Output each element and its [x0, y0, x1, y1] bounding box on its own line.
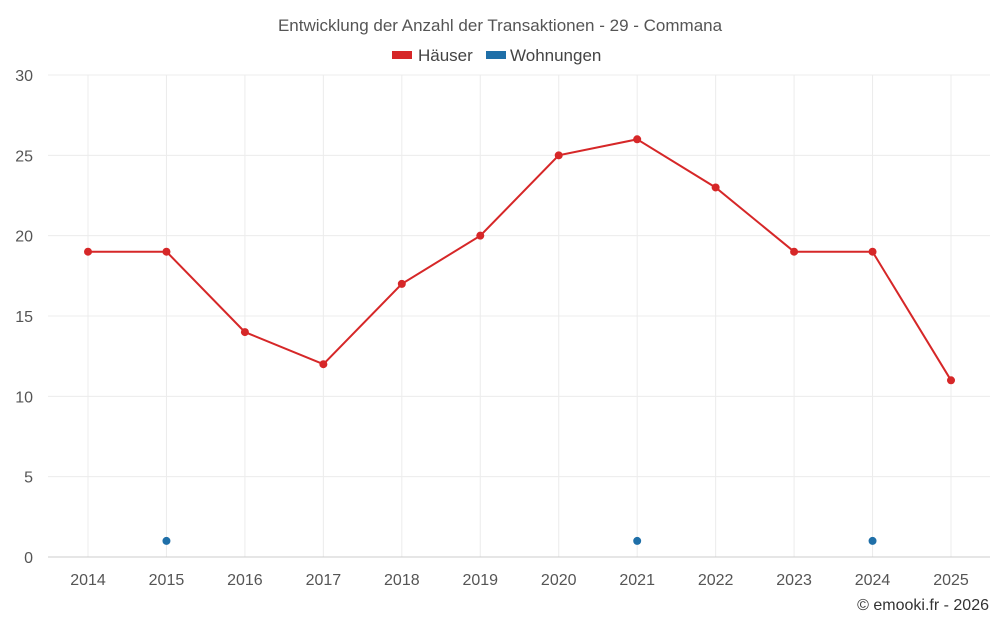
series-line-haeuser [88, 138, 952, 381]
x-tick-label: 2022 [698, 572, 734, 589]
y-tick-label: 25 [15, 148, 33, 165]
data-point-wohnungen[interactable] [868, 536, 877, 545]
data-point-wohnungen[interactable] [162, 536, 171, 545]
x-tick-label: 2018 [384, 572, 420, 589]
legend-label-wohnungen[interactable]: Wohnungen [510, 46, 601, 65]
x-tick-label: 2014 [70, 572, 106, 589]
x-tick-label: 2024 [855, 572, 891, 589]
y-tick-label: 10 [15, 389, 33, 406]
y-tick-label: 0 [24, 550, 33, 567]
x-tick-label: 2020 [541, 572, 577, 589]
data-point-haeuser[interactable] [84, 247, 92, 256]
data-point-haeuser[interactable] [319, 360, 328, 369]
y-tick-label: 15 [15, 309, 33, 326]
data-point-wohnungen[interactable] [633, 536, 642, 545]
x-tick-label: 2023 [776, 572, 812, 589]
data-point-haeuser[interactable] [868, 247, 877, 256]
legend-swatch-wohnungen [486, 51, 506, 59]
x-tick-label: 2025 [933, 572, 969, 589]
data-point-haeuser[interactable] [240, 328, 249, 337]
data-point-haeuser[interactable] [554, 151, 563, 160]
data-point-haeuser[interactable] [633, 135, 642, 144]
y-tick-label: 30 [15, 68, 33, 85]
series-layer [84, 135, 955, 545]
x-tick-label: 2016 [227, 572, 263, 589]
x-axis-ticks: 2014 2015 2016 2017 2018 2019 2020 2021 2022 2023… [70, 572, 969, 589]
data-point-haeuser[interactable] [790, 247, 799, 256]
y-tick-label: 20 [15, 229, 33, 246]
x-tick-label: 2015 [149, 572, 185, 589]
chart-title: Entwicklung der Anzahl der Transaktionen… [278, 16, 723, 35]
x-tick-label: 2017 [306, 572, 342, 589]
data-point-haeuser[interactable] [947, 376, 955, 385]
x-tick-label: 2021 [619, 572, 655, 589]
y-tick-label: 5 [24, 470, 33, 487]
data-point-haeuser[interactable] [162, 247, 171, 256]
data-point-haeuser[interactable] [711, 183, 720, 192]
x-tick-label: 2019 [462, 572, 498, 589]
y-axis-ticks: 0 5 10 15 20 25 30 [15, 68, 33, 567]
data-point-haeuser[interactable] [397, 279, 406, 288]
copyright-text: © emooki.fr - 2026 [857, 597, 989, 614]
grid-horizontal [48, 74, 990, 558]
legend-label-haeuser[interactable]: Häuser [418, 46, 473, 65]
legend: Häuser Wohnungen [392, 46, 601, 65]
legend-swatch-haeuser [392, 51, 412, 59]
data-point-haeuser[interactable] [476, 231, 485, 240]
